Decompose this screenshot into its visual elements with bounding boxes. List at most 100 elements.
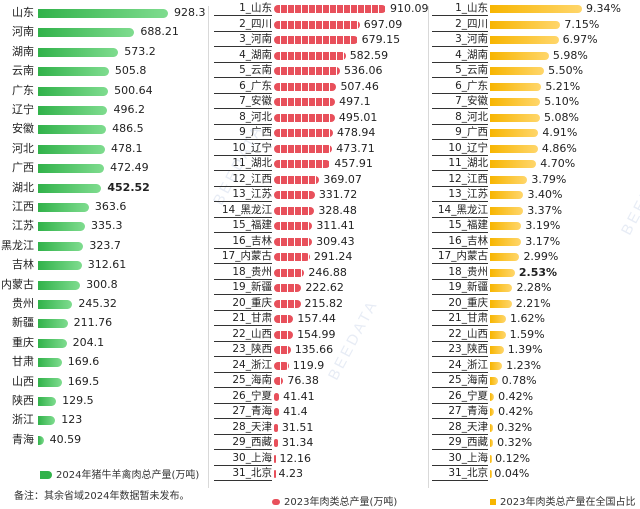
value-label: 369.07	[323, 172, 362, 186]
category-label: 广西	[12, 161, 34, 175]
category-label: 16_吉林	[432, 235, 488, 249]
value-label: 129.5	[62, 394, 94, 407]
category-label: 26_宁夏	[214, 390, 272, 404]
value-label: 0.32%	[497, 436, 533, 449]
bar	[490, 67, 545, 75]
value-label: 478.1	[110, 141, 143, 155]
value-label: 497.1	[339, 95, 371, 108]
legend: 2024年猪牛羊禽肉总产量(万吨)	[40, 470, 199, 482]
bar	[274, 82, 337, 91]
bar	[38, 9, 168, 18]
category-label: 2_四川	[432, 18, 488, 32]
value-label: 291.24	[313, 250, 353, 263]
category-label: 8_河北	[214, 111, 272, 125]
value-label: 505.8	[114, 64, 147, 78]
category-label: 安徽	[12, 122, 34, 136]
category-label: 21_甘肃	[432, 312, 488, 326]
value-label: 536.06	[343, 64, 383, 77]
category-label: 内蒙古	[1, 277, 34, 291]
category-label: 3_河南	[214, 33, 272, 47]
bar	[274, 67, 340, 75]
bar	[38, 435, 44, 445]
bar	[38, 261, 82, 271]
bar	[274, 113, 335, 122]
value-label: 76.38	[287, 374, 319, 387]
value-label: 4.23	[278, 467, 304, 480]
category-label: 14_黑龙江	[214, 204, 272, 218]
value-label: 40.59	[49, 432, 82, 446]
value-label: 0.42%	[498, 389, 534, 403]
category-label: 25_海南	[214, 374, 272, 388]
bar	[490, 315, 506, 323]
category-label: 19_新疆	[432, 281, 488, 295]
value-label: 495.01	[338, 110, 378, 124]
category-label: 31_北京	[432, 467, 488, 481]
category-label: 28_天津	[432, 421, 488, 435]
bar	[38, 241, 84, 251]
value-label: 157.44	[297, 312, 336, 325]
value-label: 2.53%	[518, 265, 558, 279]
category-label: 湖北	[12, 180, 34, 194]
legend-text: 2023年肉类总产量(万吨)	[284, 497, 398, 508]
bar	[490, 175, 528, 184]
category-label: 18_贵州	[432, 266, 488, 280]
watermark-text: BEEDATA	[618, 151, 640, 238]
bar	[490, 299, 512, 308]
value-label: 309.43	[316, 234, 355, 248]
category-label: 12_江西	[432, 173, 488, 187]
divider-right	[428, 6, 429, 488]
category-label: 13_江苏	[214, 188, 272, 202]
value-label: 582.59	[349, 48, 389, 62]
value-label: 331.72	[318, 188, 358, 201]
value-label: 9.34%	[586, 2, 621, 15]
category-label: 20_重庆	[432, 297, 488, 311]
category-label: 新疆	[12, 316, 34, 330]
bar	[274, 361, 289, 370]
category-label: 江苏	[12, 219, 34, 233]
category-label: 30_上海	[214, 452, 272, 466]
bar	[38, 397, 57, 406]
bar	[274, 222, 313, 230]
category-label: 陕西	[12, 394, 34, 407]
bar	[274, 51, 346, 60]
category-label: 22_山西	[432, 328, 488, 342]
category-label: 4_湖南	[214, 49, 272, 63]
value-label: 154.99	[297, 327, 336, 341]
bar	[490, 222, 522, 230]
bar	[490, 206, 524, 215]
category-label: 28_天津	[214, 421, 272, 435]
category-label: 辽宁	[12, 103, 34, 116]
value-label: 4.86%	[541, 141, 577, 155]
bar	[274, 315, 294, 323]
value-label: 3.79%	[531, 172, 567, 186]
value-label: 0.32%	[497, 420, 533, 434]
value-label: 3.19%	[525, 219, 561, 232]
bar	[274, 268, 305, 277]
value-label: 472.49	[110, 161, 149, 175]
value-label: 119.9	[292, 358, 325, 372]
value-label: 0.42%	[498, 405, 534, 418]
bar	[38, 280, 81, 290]
value-label: 0.04%	[494, 467, 530, 480]
value-label: 3.40%	[527, 188, 563, 201]
bar	[490, 160, 537, 168]
bar	[490, 423, 494, 432]
legend-swatch	[272, 499, 280, 505]
value-label: 323.7	[89, 238, 121, 252]
bar	[490, 237, 522, 246]
legend-text: 2024年猪牛羊禽肉总产量(万吨)	[56, 470, 200, 481]
value-label: 486.5	[112, 122, 144, 136]
category-label: 4_湖南	[432, 49, 488, 63]
category-label: 青海	[12, 432, 34, 446]
bar	[38, 67, 109, 77]
category-label: 18_贵州	[214, 266, 272, 280]
category-label: 重庆	[12, 335, 34, 349]
value-label: 507.46	[340, 79, 379, 93]
bar	[274, 470, 276, 478]
category-label: 7_安徽	[214, 95, 272, 109]
category-label: 17_内蒙古	[214, 250, 272, 264]
value-label: 3.17%	[525, 234, 561, 248]
value-label: 573.2	[124, 44, 156, 58]
value-label: 41.4	[283, 405, 308, 418]
value-label: 300.8	[86, 277, 118, 291]
